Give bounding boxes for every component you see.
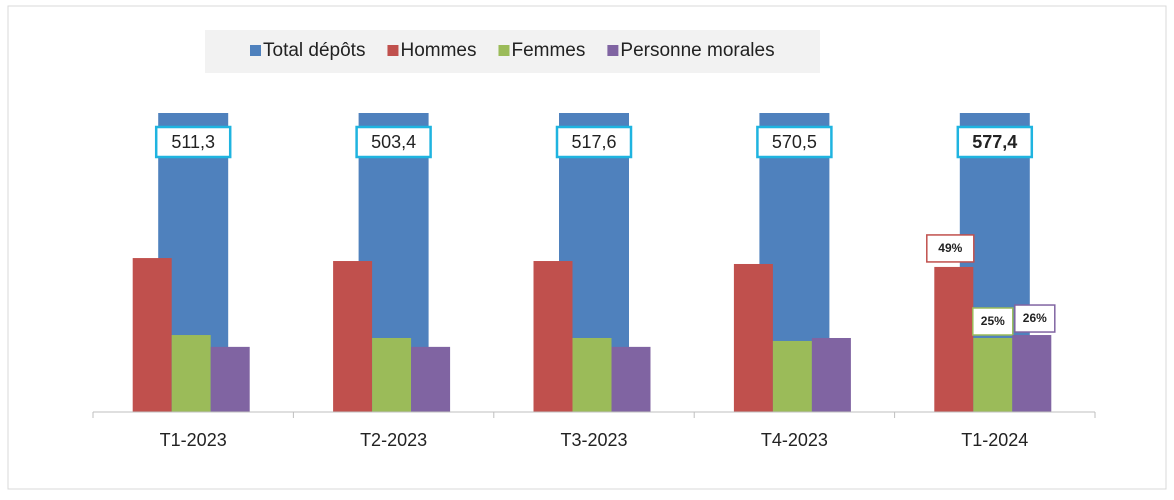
bar xyxy=(934,266,974,412)
x-tick-label: T2-2023 xyxy=(360,430,427,450)
x-tick-label: T1-2023 xyxy=(160,430,227,450)
data-label-box xyxy=(956,125,1034,159)
legend-swatch xyxy=(387,45,399,56)
bar xyxy=(411,346,451,412)
bar xyxy=(533,261,573,412)
data-label: 517,6 xyxy=(571,132,616,152)
bar xyxy=(171,335,211,412)
bar xyxy=(611,346,651,412)
legend-swatch xyxy=(498,45,510,56)
x-tick-label: T3-2023 xyxy=(560,430,627,450)
data-label-box xyxy=(756,125,833,159)
data-label: 49% xyxy=(938,241,962,255)
data-label: 570,5 xyxy=(772,132,817,152)
bar xyxy=(572,337,612,412)
data-label-box xyxy=(1014,304,1056,333)
data-label: 511,3 xyxy=(171,132,215,152)
data-label-box xyxy=(972,307,1014,336)
bar xyxy=(1012,335,1052,412)
bar xyxy=(372,337,412,412)
x-tick-label: T4-2023 xyxy=(761,430,828,450)
data-label: 25% xyxy=(981,314,1005,328)
bar xyxy=(973,337,1013,412)
data-label-box xyxy=(355,125,432,159)
legend-label: Personne morales xyxy=(620,40,774,61)
data-label-box xyxy=(555,125,633,159)
x-tick-label: T1-2024 xyxy=(961,430,1028,450)
bar xyxy=(733,263,773,412)
legend-label: Femmes xyxy=(511,40,585,61)
data-label-box xyxy=(926,234,975,263)
data-label-box xyxy=(154,125,232,159)
bar xyxy=(811,337,851,412)
legend-swatch xyxy=(607,45,619,56)
data-label: 503,4 xyxy=(371,132,416,152)
bar xyxy=(333,261,373,412)
bar xyxy=(772,340,812,412)
legend-swatch xyxy=(250,45,261,56)
bar xyxy=(210,346,250,412)
bar xyxy=(132,258,172,412)
legend-label: Total dépôts xyxy=(263,40,365,61)
legend-label: Hommes xyxy=(400,40,476,61)
legend-box xyxy=(205,30,820,73)
data-label: 26% xyxy=(1023,311,1047,325)
data-label: 577,4 xyxy=(972,132,1017,152)
